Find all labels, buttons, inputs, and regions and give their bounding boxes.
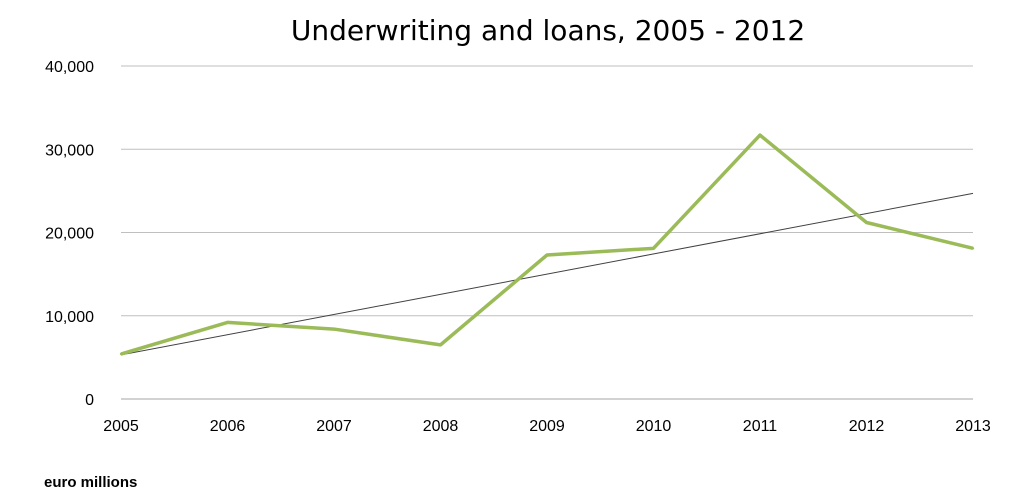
series-layer [119,133,975,356]
x-tick-label: 2009 [529,418,565,435]
data-point [865,221,868,224]
x-tick-label: 2006 [210,418,246,435]
data-point [439,343,442,347]
x-tick-label: 2005 [103,418,139,435]
y-tick-label: 30,000 [45,142,94,159]
data-point [652,247,655,250]
y-tick-label: 20,000 [45,226,94,243]
data-point [971,247,975,250]
x-tick-label: 2013 [955,418,991,435]
x-tick-label: 2010 [636,418,672,435]
data-point [545,253,549,257]
x-axis: 2005 2006 2007 2008 2009 2010 2011 2012 2013 [103,418,991,435]
trendline-layer [120,192,974,356]
y-axis: 0 10,000 20,000 30,000 40,000 [45,59,94,409]
gridlines [121,65,973,400]
series-line [120,133,974,356]
trendline [120,192,974,356]
y-tick-label: 40,000 [45,59,94,76]
y-tick-label: 0 [85,392,94,409]
unit-label: euro millions [44,474,138,491]
data-point [758,133,762,137]
chart-title: Underwriting and loans, 2005 - 2012 [291,14,805,47]
x-tick-label: 2012 [849,418,885,435]
x-tick-label: 2008 [423,418,459,435]
y-tick-label: 10,000 [45,309,94,326]
data-point [119,352,123,356]
x-tick-label: 2011 [743,418,778,435]
data-point [332,327,336,331]
data-point [226,321,229,324]
x-tick-label: 2007 [316,418,352,435]
